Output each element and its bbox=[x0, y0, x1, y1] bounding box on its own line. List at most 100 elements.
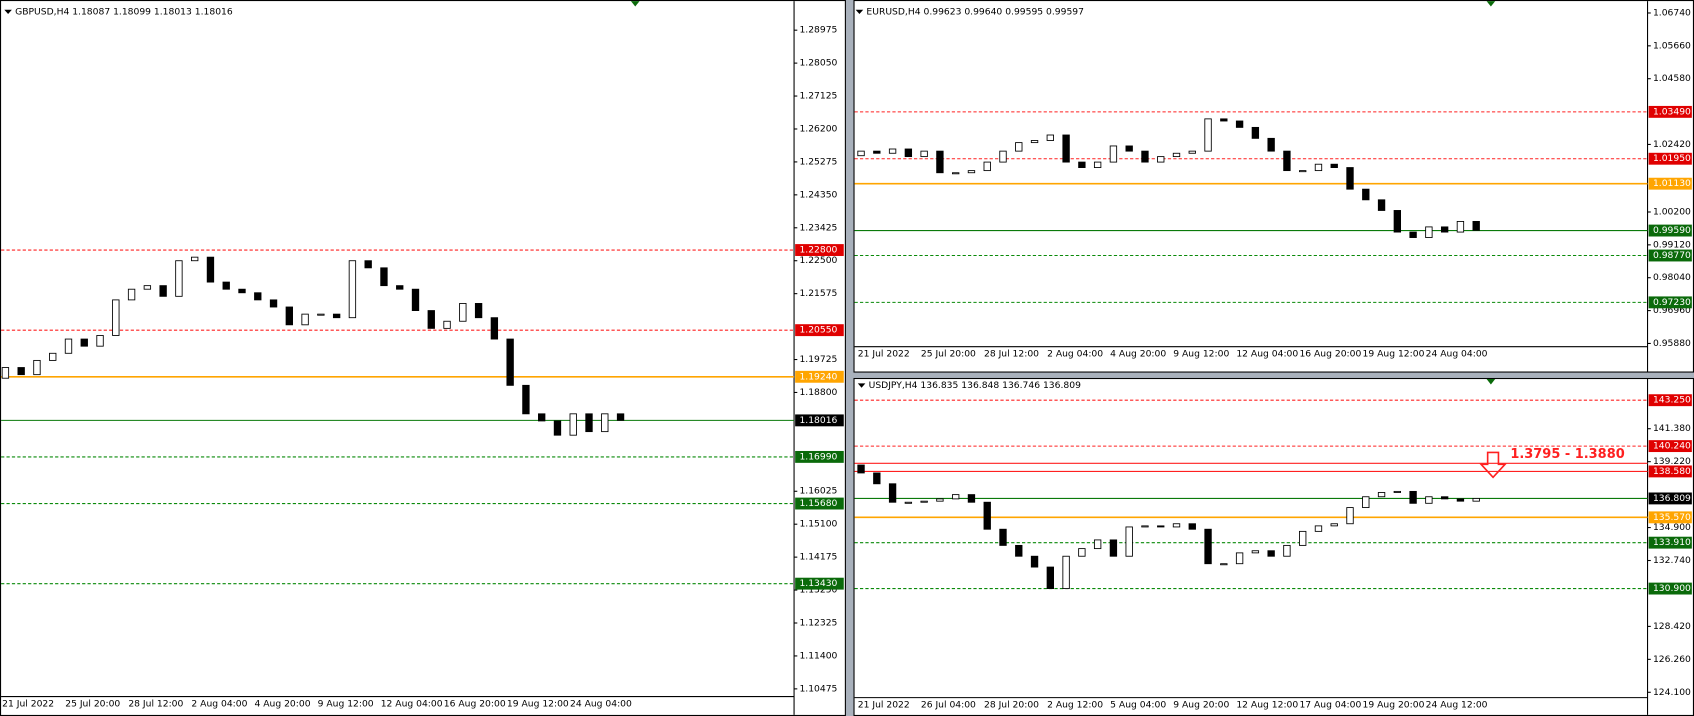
x-tick-label: 25 Jul 20:00 bbox=[65, 699, 120, 710]
candle bbox=[904, 501, 913, 504]
level-label: 133.910 bbox=[1653, 537, 1691, 548]
candle bbox=[1, 367, 10, 379]
candle bbox=[427, 310, 435, 329]
candle bbox=[1046, 134, 1054, 141]
candle bbox=[143, 285, 152, 290]
y-tick-label: 0.99120 bbox=[1653, 239, 1691, 250]
level-label-box bbox=[1648, 536, 1692, 549]
candle bbox=[80, 338, 88, 347]
level-label-box bbox=[1648, 394, 1692, 407]
candle bbox=[1204, 528, 1212, 565]
candle bbox=[49, 352, 57, 361]
level-label: 1.18016 bbox=[799, 415, 837, 426]
candle bbox=[364, 260, 372, 269]
candle bbox=[1141, 525, 1149, 528]
candle bbox=[459, 303, 467, 322]
y-tick-label: 141.380 bbox=[1653, 423, 1691, 434]
menu-triangle bbox=[4, 9, 12, 15]
candle bbox=[1425, 496, 1433, 504]
y-tick-label: 1.21575 bbox=[799, 288, 837, 299]
x-tick-label: 24 Aug 04:00 bbox=[570, 699, 632, 710]
level-label: 1.15680 bbox=[799, 498, 837, 509]
level-label-box bbox=[795, 370, 844, 383]
level-label: 1.20550 bbox=[799, 325, 837, 336]
y-tick-label: 0.95880 bbox=[1653, 338, 1691, 349]
level-label-box bbox=[1648, 224, 1692, 237]
candle bbox=[983, 501, 991, 530]
x-tick-label: 2 Aug 04:00 bbox=[191, 699, 247, 710]
level-label-box bbox=[1648, 105, 1692, 118]
x-tick-label: 26 Jul 04:00 bbox=[921, 700, 976, 711]
level-label: 143.250 bbox=[1653, 395, 1691, 406]
candle bbox=[538, 413, 546, 422]
candle bbox=[1377, 199, 1386, 211]
level-label-box bbox=[1648, 249, 1692, 262]
x-tick-label: 19 Aug 12:00 bbox=[1363, 349, 1425, 360]
candle bbox=[1330, 163, 1338, 168]
x-tick-label: 4 Aug 20:00 bbox=[255, 699, 311, 710]
candle bbox=[1393, 210, 1402, 233]
x-tick-label: 21 Jul 2022 bbox=[2, 699, 54, 710]
candle bbox=[857, 464, 865, 474]
candle bbox=[411, 288, 420, 312]
level-label-box bbox=[795, 244, 844, 256]
candle bbox=[983, 161, 991, 172]
x-tick-label: 28 Jul 12:00 bbox=[984, 349, 1039, 360]
candle bbox=[585, 413, 593, 433]
candle bbox=[96, 335, 104, 347]
candle bbox=[873, 150, 881, 154]
level-label: 140.240 bbox=[1653, 441, 1691, 452]
candle bbox=[506, 338, 514, 386]
candle bbox=[1346, 507, 1354, 525]
y-tick-label: 1.04580 bbox=[1653, 73, 1691, 84]
x-tick-label: 28 Jul 20:00 bbox=[984, 700, 1039, 711]
y-tick-label: 1.14175 bbox=[799, 552, 837, 563]
level-label-box bbox=[1648, 296, 1692, 309]
candle bbox=[1078, 548, 1086, 557]
candle bbox=[348, 260, 357, 319]
candle bbox=[1015, 142, 1023, 152]
candle bbox=[1030, 555, 1039, 568]
candle bbox=[1188, 523, 1196, 530]
level-label-box bbox=[795, 324, 844, 337]
candle bbox=[1078, 161, 1086, 168]
y-tick-label: 134.900 bbox=[1653, 522, 1691, 533]
down-arrow bbox=[1479, 451, 1507, 479]
level-label: 130.900 bbox=[1653, 583, 1691, 594]
y-tick-label: 1.25275 bbox=[799, 156, 837, 167]
candle bbox=[1046, 566, 1054, 590]
x-tick-label: 19 Aug 12:00 bbox=[507, 699, 569, 710]
candle bbox=[857, 150, 865, 157]
candle bbox=[1299, 170, 1307, 173]
level-label-box bbox=[1648, 152, 1692, 165]
candle bbox=[1062, 134, 1070, 163]
candle bbox=[206, 256, 215, 283]
x-tick-label: 24 Aug 12:00 bbox=[1426, 700, 1488, 711]
level-label: 1.01130 bbox=[1653, 178, 1691, 189]
candle bbox=[999, 150, 1007, 163]
candle bbox=[1235, 552, 1244, 565]
y-tick-label: 1.15100 bbox=[799, 519, 837, 530]
y-tick-label: 132.740 bbox=[1653, 555, 1691, 566]
candle bbox=[1125, 526, 1133, 557]
candle bbox=[920, 500, 928, 503]
x-tick-label: 12 Aug 04:00 bbox=[1236, 349, 1298, 360]
candle bbox=[569, 413, 577, 436]
y-tick-label: 1.18800 bbox=[799, 387, 837, 398]
x-tick-label: 16 Aug 20:00 bbox=[1299, 349, 1361, 360]
candle bbox=[1330, 523, 1338, 527]
candle bbox=[1251, 126, 1260, 139]
level-label: 0.98770 bbox=[1653, 250, 1691, 261]
y-tick-label: 1.22500 bbox=[799, 255, 837, 266]
y-tick-label: 124.100 bbox=[1653, 687, 1691, 698]
level-label: 1.03490 bbox=[1653, 106, 1691, 117]
y-tick-label: 1.02420 bbox=[1653, 139, 1691, 150]
candle bbox=[1235, 120, 1244, 128]
candle bbox=[112, 299, 120, 336]
menu-triangle bbox=[855, 9, 864, 15]
candle bbox=[1172, 523, 1181, 528]
chart-panel bbox=[853, 0, 1694, 373]
level-label-box bbox=[1648, 492, 1692, 505]
candle bbox=[1062, 555, 1070, 590]
